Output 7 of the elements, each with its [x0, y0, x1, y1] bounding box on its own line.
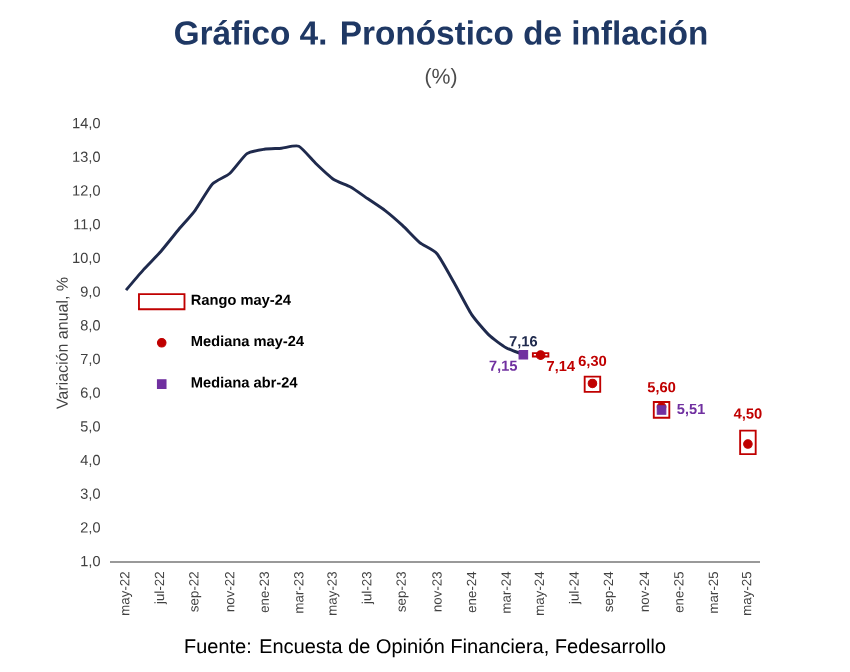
point [518, 349, 529, 360]
bar [739, 429, 757, 456]
chart-subtitle: (%) [425, 68, 457, 88]
y-axis-title: Variación anual, % [55, 277, 70, 410]
point [743, 439, 753, 449]
source-note: Fuente: Encuesta de Opinión Financiera, Fedesarrollo [185, 638, 666, 658]
chart-title: Gráfico 4. Pronóstico de inflación [175, 20, 707, 45]
